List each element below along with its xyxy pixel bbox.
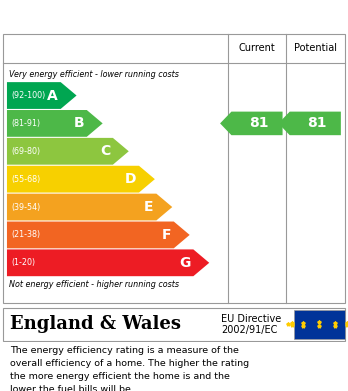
Text: EU Directive: EU Directive — [221, 314, 281, 324]
Text: (81-91): (81-91) — [11, 119, 40, 128]
Text: 81: 81 — [249, 117, 268, 131]
Text: (55-68): (55-68) — [11, 175, 40, 184]
Text: England & Wales: England & Wales — [10, 315, 181, 333]
Text: (21-38): (21-38) — [11, 230, 40, 239]
Text: F: F — [161, 228, 171, 242]
Text: Energy Efficiency Rating: Energy Efficiency Rating — [9, 8, 230, 23]
Text: B: B — [73, 117, 84, 131]
Text: (92-100): (92-100) — [11, 91, 45, 100]
Text: G: G — [179, 256, 191, 270]
Text: A: A — [47, 88, 58, 102]
Text: (1-20): (1-20) — [11, 258, 35, 267]
Text: (69-80): (69-80) — [11, 147, 40, 156]
Text: 2002/91/EC: 2002/91/EC — [221, 325, 277, 335]
Polygon shape — [220, 111, 283, 135]
Polygon shape — [7, 110, 103, 137]
Text: (39-54): (39-54) — [11, 203, 40, 212]
Polygon shape — [278, 111, 341, 135]
Bar — [294, 310, 345, 339]
Polygon shape — [7, 82, 77, 109]
Text: 81: 81 — [307, 117, 327, 131]
Text: Very energy efficient - lower running costs: Very energy efficient - lower running co… — [9, 70, 179, 79]
Polygon shape — [7, 194, 172, 221]
Polygon shape — [7, 222, 190, 248]
Polygon shape — [7, 249, 209, 276]
Text: The energy efficiency rating is a measure of the
overall efficiency of a home. T: The energy efficiency rating is a measur… — [10, 346, 250, 391]
Polygon shape — [7, 166, 155, 192]
Polygon shape — [7, 138, 129, 165]
Text: Current: Current — [239, 43, 275, 54]
Text: D: D — [125, 172, 136, 186]
Text: Potential: Potential — [294, 43, 337, 54]
Text: Not energy efficient - higher running costs: Not energy efficient - higher running co… — [9, 280, 179, 289]
Text: C: C — [100, 144, 110, 158]
Text: E: E — [144, 200, 153, 214]
